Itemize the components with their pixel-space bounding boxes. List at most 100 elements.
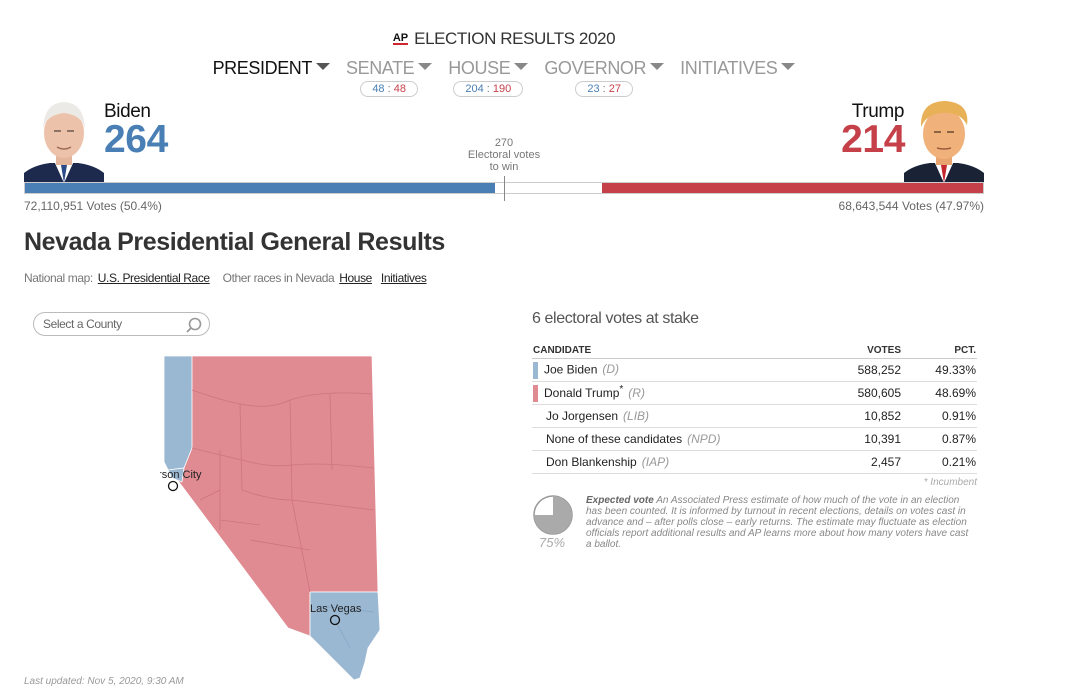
trump-portrait [904, 97, 984, 183]
county-clark [309, 591, 381, 680]
table-row: None of these candidates (NPD) 10,391 0.8… [532, 427, 977, 451]
tab-governor-label: GOVERNOR [544, 58, 647, 78]
biden-popular-votes: 72,110,951 Votes (50.4%) [24, 199, 162, 213]
page-title: Nevada Presidential General Results [24, 228, 445, 256]
governor-count-badge: 23 : 27 [575, 81, 634, 97]
las-vegas-marker [329, 614, 341, 626]
las-vegas-label: Las Vegas [310, 603, 362, 615]
house-count-badge: 204 : 190 [453, 81, 524, 97]
results-header-row: CANDIDATE VOTES PCT. [532, 345, 977, 359]
candidate-party: (IAP) [641, 455, 670, 469]
house-dem-count: 204 [465, 83, 484, 95]
candidate-pct: 0.21% [902, 450, 977, 474]
dem-electoral-bar [25, 183, 496, 193]
pie-slice [534, 496, 572, 534]
table-row: Jo Jorgensen (LIB) 10,852 0.91% [532, 404, 977, 428]
biden-electoral-votes: 264 [104, 118, 168, 161]
house-link[interactable]: House [339, 271, 372, 285]
candidate-header: CANDIDATE [532, 345, 802, 359]
candidate-votes: 10,852 [802, 404, 902, 428]
senate-dem-count: 48 [372, 83, 385, 95]
candidate-pct: 49.33% [902, 358, 977, 382]
candidate-party: (NPD) [687, 432, 721, 446]
tab-president[interactable]: PRESIDENT [213, 58, 330, 97]
tab-house-label: HOUSE [448, 58, 511, 78]
tab-governor[interactable]: GOVERNOR 23 : 27 [544, 58, 665, 97]
tab-president-label: PRESIDENT [212, 58, 313, 78]
tab-initiatives[interactable]: INITIATIVES [680, 58, 796, 97]
candidate-name: Joe Biden [544, 362, 598, 377]
candidate-pct: 0.87% [902, 427, 977, 451]
candidate-votes: 580,605 [802, 381, 902, 405]
candidate-party: (R) [628, 385, 645, 400]
candidate-pct: 0.91% [902, 404, 977, 428]
carson-city-marker [167, 480, 179, 492]
expected-vote-text: An Associated Press estimate of how much… [586, 495, 969, 550]
governor-rep-count: 27 [608, 83, 622, 95]
candidate-name: None of these candidates [546, 432, 683, 446]
tab-house[interactable]: HOUSE 204 : 190 [448, 58, 529, 97]
biden-portrait [24, 97, 104, 183]
rep-swatch [533, 385, 538, 403]
ap-logo: AP [392, 32, 409, 45]
expected-vote-description: Expected vote An Associated Press estima… [586, 495, 976, 550]
governor-dem-count: 23 [587, 83, 600, 95]
last-updated: Last updated: Nov 5, 2020, 9:30 AM [24, 676, 184, 687]
table-row: Don Blankenship (IAP) 2,457 0.21% [532, 450, 977, 474]
candidate-party: (D) [602, 362, 620, 377]
candidate-name: Don Blankenship [546, 455, 637, 469]
us-presidential-race-link[interactable]: U.S. Presidential Race [97, 271, 210, 285]
trump-name: Trump [851, 101, 905, 122]
candidate-pct: 48.69% [902, 381, 977, 405]
header-title: ELECTION RESULTS 2020 [414, 29, 616, 48]
house-rep-count: 190 [492, 83, 512, 95]
chevron-down-icon [781, 63, 796, 70]
biden-name: Biden [104, 101, 151, 122]
carson-city-label: Carson City [160, 469, 202, 481]
dem-swatch [533, 361, 538, 379]
count-separator: : [384, 83, 394, 95]
county-carson [163, 461, 185, 483]
election-header: AP ELECTION RESULTS 2020 [0, 29, 1008, 49]
initiatives-link[interactable]: Initiatives [380, 271, 427, 285]
candidate-votes: 588,252 [802, 358, 902, 382]
county-placeholder: Select a County [43, 317, 122, 331]
pct-header: PCT. [902, 345, 977, 359]
national-map-label: National map: [24, 271, 93, 285]
count-separator: : [599, 83, 609, 95]
trump-popular-votes: 68,643,544 Votes (47.97%) [838, 199, 984, 213]
electoral-votes-to-win: 270 Electoral votes to win [454, 137, 554, 173]
chevron-down-icon [514, 63, 529, 70]
tab-senate[interactable]: SENATE 48 : 48 [346, 58, 433, 97]
tab-initiatives-label: INITIATIVES [680, 58, 778, 78]
results-table: CANDIDATE VOTES PCT. Joe Biden (D) 588,25… [532, 345, 977, 474]
expected-vote-pie [533, 495, 573, 535]
count-separator: : [483, 83, 493, 95]
chevron-down-icon [316, 63, 330, 70]
tab-senate-label: SENATE [346, 58, 415, 78]
rep-electoral-bar [601, 183, 983, 193]
table-row: Joe Biden (D) 588,252 49.33% [532, 358, 977, 382]
chevron-down-icon [418, 63, 433, 70]
expected-vote-pct: 75% [538, 535, 566, 550]
candidate-name: Jo Jorgensen [546, 409, 619, 423]
nevada-county-map[interactable]: Carson City Las Vegas [160, 350, 385, 680]
other-races-label: Other races in Nevada [222, 271, 335, 285]
subnav: National map: U.S. Presidential Race Oth… [24, 271, 431, 285]
incumbent-note: * Incumbent [923, 477, 977, 488]
chevron-down-icon [650, 63, 665, 70]
county-search-input[interactable]: Select a County [33, 312, 210, 336]
electoral-votes-at-stake: 6 electoral votes at stake [532, 310, 699, 327]
to-win-line2: to win [489, 161, 519, 173]
senate-rep-count: 48 [393, 83, 406, 95]
incumbent-mark: * [619, 383, 624, 395]
county-washoe [163, 355, 193, 471]
senate-count-badge: 48 : 48 [360, 81, 418, 97]
race-nav: PRESIDENT SENATE 48 : 48 HOUSE 204 : 190… [0, 58, 1008, 97]
search-icon[interactable] [185, 316, 203, 334]
candidate-votes: 10,391 [802, 427, 902, 451]
candidate-name: Donald Trump [544, 385, 620, 400]
table-row: Donald Trump* (R) 580,605 48.69% [532, 381, 977, 405]
to-win-line1: Electoral votes [467, 149, 541, 161]
candidate-votes: 2,457 [802, 450, 902, 474]
